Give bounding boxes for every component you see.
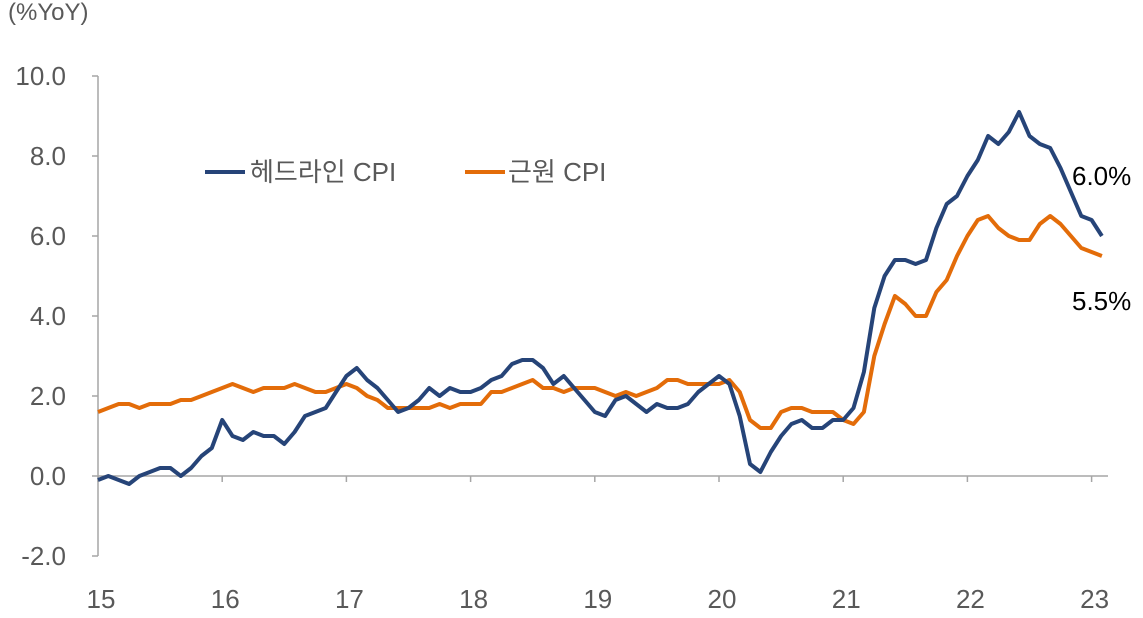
x-tick-label: 19 [583, 584, 612, 614]
y-tick-label: 10.0 [15, 61, 66, 91]
unit-label: (%YoY) [8, 0, 88, 26]
legend-label: 근원 CPI [508, 157, 606, 187]
y-tick-label: 2.0 [30, 381, 66, 411]
end-label-core: 5.5% [1072, 286, 1131, 316]
end-label-headline: 6.0% [1072, 161, 1131, 191]
x-tick-label: 16 [211, 584, 240, 614]
x-tick-label: 22 [956, 584, 985, 614]
x-tick-label: 18 [459, 584, 488, 614]
x-tick-label: 23 [1080, 584, 1109, 614]
x-tick-label: 15 [87, 584, 116, 614]
y-tick-label: 6.0 [30, 221, 66, 251]
x-tick-label: 17 [335, 584, 364, 614]
x-tick-label: 20 [708, 584, 737, 614]
x-tick-label: 21 [832, 584, 861, 614]
y-tick-label: 8.0 [30, 141, 66, 171]
y-tick-label: -2.0 [21, 541, 66, 571]
y-tick-label: 4.0 [30, 301, 66, 331]
series-line-headline [97, 110, 1104, 486]
legend-label: 헤드라인 CPI [250, 157, 396, 187]
y-tick-label: 0.0 [30, 461, 66, 491]
series-line-core [97, 214, 1103, 430]
